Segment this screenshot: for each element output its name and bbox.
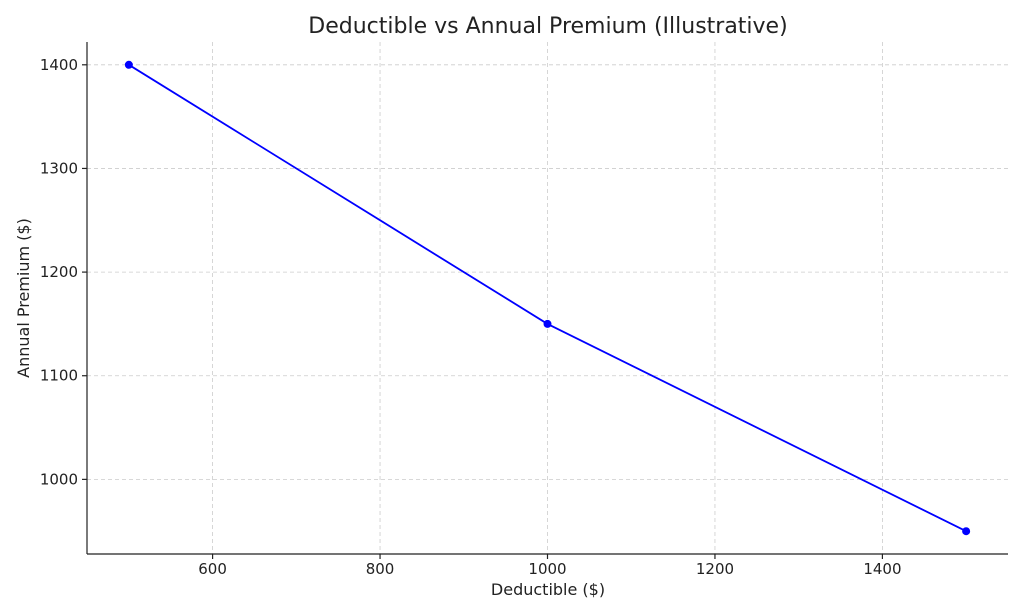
chart-title: Deductible vs Annual Premium (Illustrati… [308,14,787,39]
data-point [543,319,552,328]
y-tick-label: 1300 [40,159,78,177]
ticks: 600 800 1000 1200 1400 1000 1100 1200 1300 1400 [40,56,902,578]
x-tick-label: 1000 [528,560,566,578]
y-tick-label: 1200 [40,263,78,281]
y-tick-label: 1100 [40,367,78,385]
x-tick-label: 1400 [863,560,901,578]
y-tick-label: 1400 [40,56,78,74]
x-tick-label: 1200 [696,560,734,578]
x-tick-label: 800 [366,560,395,578]
grid [87,42,1008,554]
series [124,60,971,536]
y-axis-label: Annual Premium ($) [14,218,33,378]
data-point [962,527,971,536]
x-axis-label: Deductible ($) [491,580,605,599]
y-tick-label: 1000 [40,470,78,488]
x-tick-label: 600 [198,560,227,578]
data-point [124,60,133,69]
